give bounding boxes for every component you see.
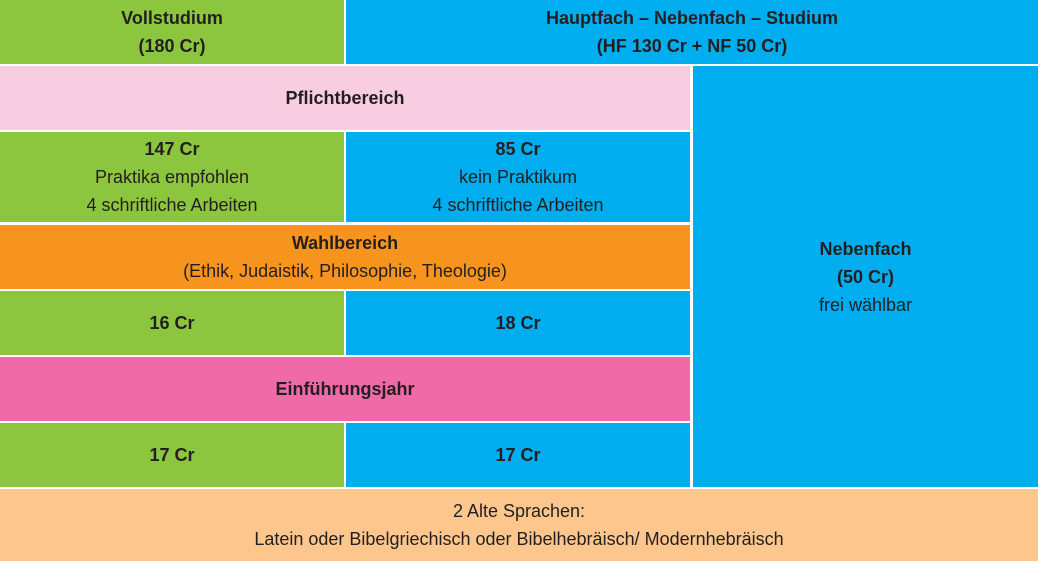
pflicht-voll-cell: 147 Cr Praktika empfohlen 4 schriftliche A…	[0, 132, 344, 222]
header-sub: (180 Cr)	[138, 36, 206, 56]
sub: frei wählbar	[818, 294, 913, 315]
vollstudium-header: Vollstudium (180 Cr)	[0, 0, 344, 64]
note: kein Praktikum	[458, 167, 578, 187]
label: Wahlbereich	[291, 233, 399, 253]
pflichtbereich-bar: Pflichtbereich	[0, 66, 690, 130]
credits: 85 Cr	[495, 139, 541, 159]
credits: 16 Cr	[149, 313, 195, 333]
sub: (Ethik, Judaistik, Philosophie, Theologi…	[183, 261, 507, 281]
hauptfach-header: Hauptfach – Nebenfach – Studium (HF 130 C…	[346, 0, 1038, 64]
header-sub: (HF 130 Cr + NF 50 Cr)	[596, 36, 788, 56]
nebenfach-cell: Nebenfach (50 Cr) frei wählbar	[693, 66, 1038, 487]
wahl-hf-cell: 18 Cr	[346, 291, 690, 355]
header-title: Hauptfach – Nebenfach – Studium	[545, 8, 839, 28]
wahl-voll-cell: 16 Cr	[0, 291, 344, 355]
credits: 17 Cr	[149, 445, 195, 465]
sprachen-footer: 2 Alte Sprachen: Latein oder Bibelgriechi…	[0, 489, 1038, 561]
einf-hf-cell: 17 Cr	[346, 423, 690, 487]
credits: (50 Cr)	[836, 266, 894, 287]
einf-voll-cell: 17 Cr	[0, 423, 344, 487]
einfuehrungsjahr-bar: Einführungsjahr	[0, 357, 690, 421]
wahlbereich-bar: Wahlbereich (Ethik, Judaistik, Philosophi…	[0, 225, 690, 289]
title: Nebenfach	[819, 238, 912, 259]
header-title: Vollstudium	[121, 8, 223, 28]
note: 4 schriftliche Arbeiten	[86, 195, 258, 215]
pflicht-hf-cell: 85 Cr kein Praktikum 4 schriftliche Arbeit…	[346, 132, 690, 222]
footer-line: Latein oder Bibelgriechisch oder Bibelhe…	[254, 529, 784, 549]
credits: 17 Cr	[495, 445, 541, 465]
note: Praktika empfohlen	[94, 167, 250, 187]
credits: 18 Cr	[495, 313, 541, 333]
credits: 147 Cr	[144, 139, 200, 159]
note: 4 schriftliche Arbeiten	[432, 195, 604, 215]
label: Pflichtbereich	[285, 88, 405, 108]
footer-line: 2 Alte Sprachen:	[452, 501, 586, 521]
label: Einführungsjahr	[275, 379, 415, 399]
